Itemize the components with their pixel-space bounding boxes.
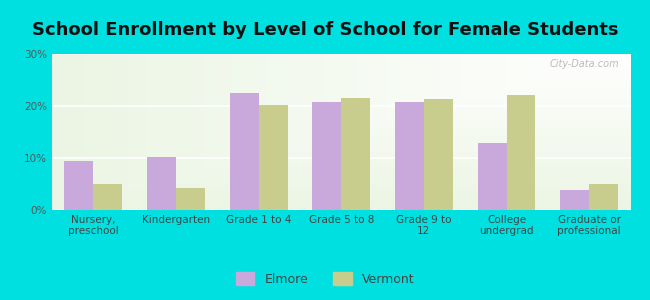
Bar xyxy=(312,102,341,210)
Bar xyxy=(94,184,122,210)
Text: School Enrollment by Level of School for Female Students: School Enrollment by Level of School for… xyxy=(32,21,618,39)
Bar xyxy=(424,99,453,210)
Bar xyxy=(560,190,589,210)
Bar xyxy=(259,105,287,210)
Bar xyxy=(506,94,536,210)
Bar xyxy=(341,98,370,210)
Bar xyxy=(395,102,424,210)
Bar xyxy=(176,188,205,210)
Bar xyxy=(64,160,94,210)
Bar xyxy=(478,143,506,210)
Text: City-Data.com: City-Data.com xyxy=(549,59,619,69)
Legend: Elmore, Vermont: Elmore, Vermont xyxy=(231,267,419,291)
Bar xyxy=(589,184,618,210)
Bar xyxy=(147,157,176,210)
Bar xyxy=(229,93,259,210)
